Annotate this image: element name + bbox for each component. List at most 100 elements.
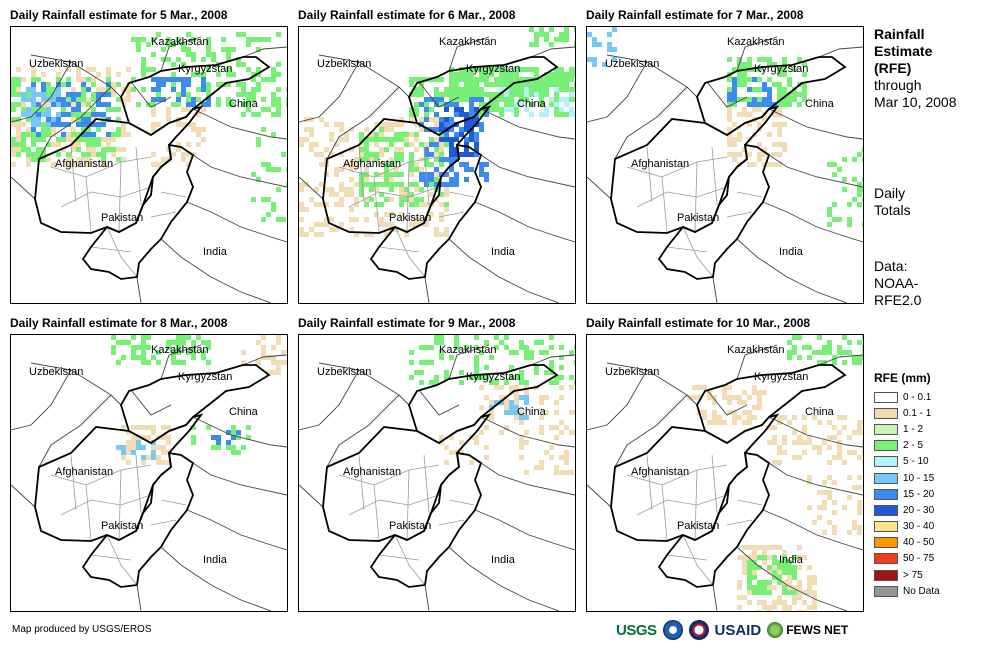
globe-icon bbox=[767, 622, 784, 638]
country-boundaries bbox=[11, 344, 287, 611]
country-label-china: China bbox=[805, 406, 835, 418]
country-label-kazakhstan: Kazakhstan bbox=[727, 344, 784, 356]
legend-item: 5 - 10 bbox=[874, 454, 940, 470]
country-boundaries bbox=[587, 36, 863, 303]
legend-label: > 75 bbox=[903, 569, 923, 581]
pakistan-outline bbox=[369, 143, 483, 280]
legend-label: No Data bbox=[903, 585, 940, 597]
rainfall-map-svg: Kazakhstan Uzbekistan Kyrgyzstan China Afgha… bbox=[299, 27, 575, 303]
tajikistan-kyrgyzstan-outline bbox=[408, 56, 559, 137]
legend-swatch bbox=[874, 504, 898, 516]
legend-item: No Data bbox=[874, 583, 940, 599]
sidebar-title-line: Rainfall bbox=[874, 26, 925, 42]
provincial-boundaries bbox=[626, 454, 763, 586]
legend-item: 10 - 15 bbox=[874, 470, 940, 486]
legend-label: 2 - 5 bbox=[903, 440, 924, 452]
sidebar-title-line: Estimate bbox=[874, 43, 933, 59]
country-label-afghanistan: Afghanistan bbox=[631, 158, 689, 170]
usgs-logo: USGS bbox=[616, 621, 657, 639]
rainfall-map: Kazakhstan Uzbekistan Kyrgyzstan China Afgha… bbox=[586, 26, 864, 304]
rainfall-pixels bbox=[409, 335, 575, 475]
sidebar-through: through Mar 10, 2008 bbox=[874, 77, 957, 111]
legend-label: 10 - 15 bbox=[903, 472, 935, 484]
country-label-kyrgyzstan: Kyrgyzstan bbox=[178, 63, 232, 75]
legend-label: 5 - 10 bbox=[903, 456, 929, 468]
legend-label: 50 - 75 bbox=[903, 553, 935, 565]
usaid-logo: USAID bbox=[714, 621, 762, 639]
pakistan-outline bbox=[81, 143, 195, 280]
country-label-pakistan: Pakistan bbox=[101, 212, 143, 224]
provincial-boundaries bbox=[50, 454, 187, 586]
country-label-china: China bbox=[805, 98, 835, 110]
country-label-kazakhstan: Kazakhstan bbox=[727, 36, 784, 48]
country-label-uzbekistan: Uzbekistan bbox=[605, 58, 659, 70]
country-label-uzbekistan: Uzbekistan bbox=[605, 366, 659, 378]
sidebar-daily-line: Totals bbox=[874, 202, 911, 218]
noaa-logo-icon bbox=[662, 620, 683, 640]
panel-title: Daily Rainfall estimate for 5 Mar., 2008 bbox=[10, 8, 228, 22]
country-boundaries bbox=[299, 344, 575, 611]
tajikistan-kyrgyzstan-outline bbox=[120, 364, 271, 445]
rainfall-map-svg: Kazakhstan Uzbekistan Kyrgyzstan China Afgha… bbox=[11, 32, 287, 303]
pakistan-outline bbox=[81, 451, 195, 588]
fews-net-logo: FEWS NET bbox=[767, 622, 848, 638]
legend-swatch bbox=[874, 391, 898, 403]
country-label-kazakhstan: Kazakhstan bbox=[439, 36, 496, 48]
country-label-india: India bbox=[779, 246, 804, 258]
rainfall-map-svg: Kazakhstan Uzbekistan Kyrgyzstan China Afgha… bbox=[587, 335, 863, 611]
rfe-legend: RFE (mm) 0 - 0.1 0.1 - 1 1 - 2 2 - 5 5 - 10 1… bbox=[874, 371, 940, 599]
country-label-uzbekistan: Uzbekistan bbox=[29, 58, 83, 70]
country-label-kazakhstan: Kazakhstan bbox=[151, 36, 208, 48]
country-boundaries bbox=[587, 344, 863, 611]
legend-swatch bbox=[874, 407, 898, 419]
country-label-pakistan: Pakistan bbox=[677, 520, 719, 532]
legend-swatch bbox=[874, 553, 898, 565]
country-label-afghanistan: Afghanistan bbox=[55, 466, 113, 478]
rainfall-map: Kazakhstan Uzbekistan Kyrgyzstan China Afgha… bbox=[10, 334, 288, 612]
rainfall-map-svg: Kazakhstan Uzbekistan Kyrgyzstan China Afgha… bbox=[11, 335, 287, 611]
legend-swatch bbox=[874, 569, 898, 581]
sidebar-title: Rainfall Estimate (RFE) bbox=[874, 26, 932, 77]
country-label-kyrgyzstan: Kyrgyzstan bbox=[754, 63, 808, 75]
rainfall-pixels bbox=[299, 27, 575, 237]
provincial-boundaries bbox=[338, 146, 475, 278]
rainfall-pixels bbox=[687, 335, 863, 611]
pakistan-outline bbox=[657, 143, 771, 280]
country-boundaries bbox=[299, 36, 575, 303]
sidebar-daily-line: Daily bbox=[874, 185, 906, 201]
country-label-uzbekistan: Uzbekistan bbox=[317, 366, 371, 378]
tajikistan-kyrgyzstan-outline bbox=[120, 56, 271, 137]
country-label-kyrgyzstan: Kyrgyzstan bbox=[754, 371, 808, 383]
legend-items: 0 - 0.1 0.1 - 1 1 - 2 2 - 5 5 - 10 10 - 15 15 … bbox=[874, 389, 940, 599]
rainfall-map-svg: Kazakhstan Uzbekistan Kyrgyzstan China Afgha… bbox=[299, 335, 575, 611]
sidebar-through-date: Mar 10, 2008 bbox=[874, 94, 957, 110]
country-label-kazakhstan: Kazakhstan bbox=[151, 344, 208, 356]
map-credit: Map produced by USGS/EROS bbox=[12, 624, 152, 635]
panel-title: Daily Rainfall estimate for 7 Mar., 2008 bbox=[586, 8, 804, 22]
legend-item: 15 - 20 bbox=[874, 486, 940, 502]
legend-item: 30 - 40 bbox=[874, 519, 940, 535]
country-label-kyrgyzstan: Kyrgyzstan bbox=[178, 371, 232, 383]
country-label-pakistan: Pakistan bbox=[389, 212, 431, 224]
legend-label: 1 - 2 bbox=[903, 423, 924, 435]
panel-title: Daily Rainfall estimate for 9 Mar., 2008 bbox=[298, 316, 516, 330]
fews-net-label: FEWS NET bbox=[786, 623, 849, 637]
legend-item: 1 - 2 bbox=[874, 421, 940, 437]
country-label-india: India bbox=[491, 554, 516, 566]
legend-swatch bbox=[874, 585, 898, 597]
sidebar-data-line: Data: bbox=[874, 258, 908, 274]
country-label-india: India bbox=[779, 554, 804, 566]
rainfall-pixels bbox=[587, 27, 863, 227]
country-label-china: China bbox=[229, 406, 259, 418]
provincial-boundaries bbox=[338, 454, 475, 586]
legend-item: > 75 bbox=[874, 567, 940, 583]
rainfall-map: Kazakhstan Uzbekistan Kyrgyzstan China Afgha… bbox=[298, 26, 576, 304]
legend-swatch bbox=[874, 440, 898, 452]
country-label-uzbekistan: Uzbekistan bbox=[29, 366, 83, 378]
legend-swatch bbox=[874, 472, 898, 484]
legend-label: 0 - 0.1 bbox=[903, 391, 932, 403]
provincial-boundaries bbox=[50, 146, 187, 278]
legend-title: RFE (mm) bbox=[874, 371, 931, 385]
agency-logos: USGS USAID FEWS NET bbox=[616, 617, 848, 643]
pakistan-outline bbox=[657, 451, 771, 588]
